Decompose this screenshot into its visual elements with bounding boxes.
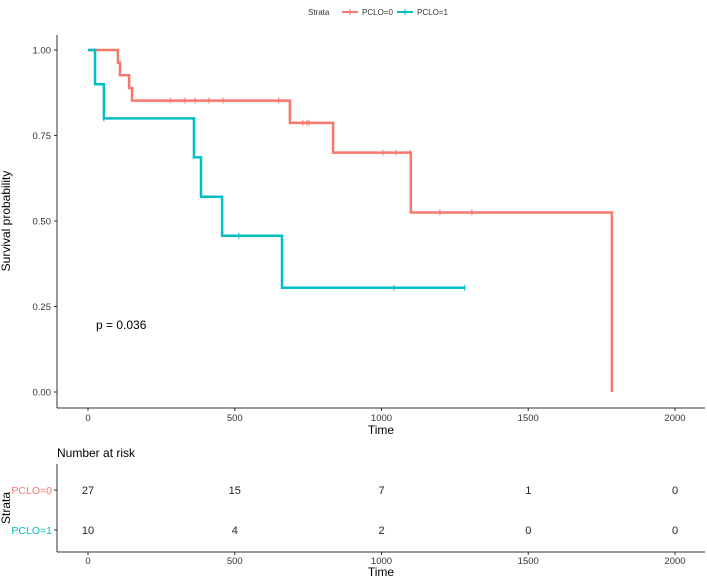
risk-x-tick-label: 0: [85, 556, 90, 567]
risk-x-tick-label: 1000: [371, 556, 392, 567]
y-tick-label: 0.00: [33, 388, 52, 399]
risk-x-tick-label: 2000: [664, 556, 685, 567]
risk-cell: 2: [378, 525, 384, 537]
legend-label-pclo0: PCLO=0: [362, 8, 393, 17]
risk-table: Number at risk Strata Time PCLO=0 27 15 7 1 0…: [0, 446, 705, 579]
risk-table-title: Number at risk: [57, 446, 136, 460]
y-tick-label: 1.00: [33, 46, 52, 57]
x-tick-label: 1500: [518, 413, 539, 424]
legend-label-pclo1: PCLO=1: [417, 8, 448, 17]
x-tick-label: 2000: [664, 413, 685, 424]
legend-title: Strata: [308, 8, 330, 17]
p-value-annotation: p = 0.036: [96, 318, 147, 332]
x-tick-label: 500: [227, 413, 243, 424]
risk-x-tick-label: 500: [227, 556, 243, 567]
risk-cell: 27: [82, 485, 94, 497]
risk-row-label: PCLO=0: [11, 485, 52, 497]
risk-cell: 7: [378, 485, 384, 497]
risk-cell: 0: [672, 525, 678, 537]
risk-cell: 4: [232, 525, 238, 537]
risk-row-label: PCLO=1: [11, 525, 52, 537]
x-tick-label: 0: [85, 413, 90, 424]
risk-cell: 1: [525, 485, 531, 497]
risk-cell: 10: [82, 525, 94, 537]
y-tick-label: 0.75: [33, 131, 52, 142]
x-tick-label: 1000: [371, 413, 392, 424]
risk-cell: 0: [525, 525, 531, 537]
y-tick-label: 0.25: [33, 302, 52, 313]
x-axis-label: Time: [368, 423, 395, 437]
y-tick-label: 0.50: [33, 217, 52, 228]
legend: Strata PCLO=0 PCLO=1: [308, 8, 448, 17]
risk-table-ylabel: Strata: [0, 492, 13, 524]
survival-curve-PCLO=0: [88, 48, 614, 392]
y-axis-label: Survival probability: [0, 171, 13, 272]
risk-cell: 15: [229, 485, 241, 497]
risk-x-axis-label: Time: [368, 565, 395, 579]
risk-x-tick-label: 1500: [518, 556, 539, 567]
risk-cell: 0: [672, 485, 678, 497]
survival-curve-PCLO=1: [88, 48, 465, 289]
survival-plot: Survival probability Time p = 0.036 0.00…: [0, 35, 705, 437]
